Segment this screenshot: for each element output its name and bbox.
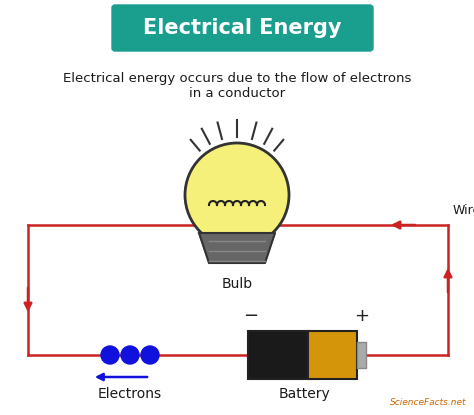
Text: Wire: Wire: [453, 204, 474, 217]
Text: Electrons: Electrons: [98, 387, 162, 401]
Text: Electrical Energy: Electrical Energy: [143, 18, 342, 38]
Text: ScienceFacts.net: ScienceFacts.net: [390, 398, 466, 407]
Bar: [248, 331, 308, 379]
Circle shape: [101, 346, 119, 364]
Bar: [357, 342, 365, 368]
Bar: [308, 331, 357, 379]
Text: Electrical energy occurs due to the flow of electrons
in a conductor: Electrical energy occurs due to the flow…: [63, 72, 411, 100]
Circle shape: [141, 346, 159, 364]
Polygon shape: [199, 233, 275, 263]
Text: +: +: [354, 307, 369, 325]
FancyBboxPatch shape: [112, 5, 373, 51]
Text: −: −: [243, 307, 258, 325]
Text: Bulb: Bulb: [221, 277, 253, 291]
Circle shape: [121, 346, 139, 364]
Text: Battery: Battery: [279, 387, 331, 401]
Circle shape: [185, 143, 289, 247]
